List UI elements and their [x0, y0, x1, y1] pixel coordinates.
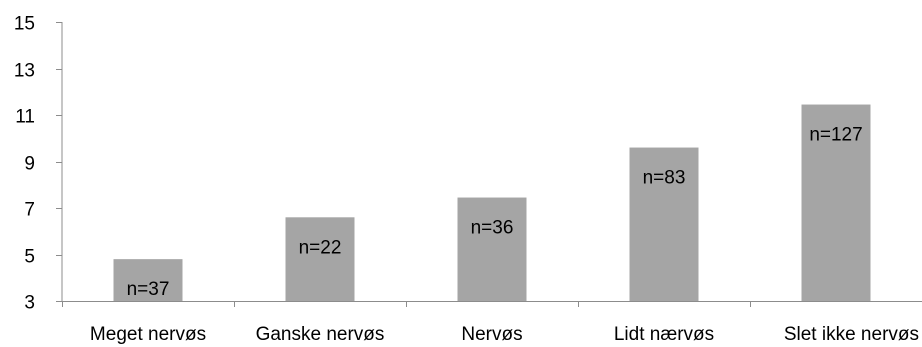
bar — [629, 147, 699, 301]
y-tick-label: 13 — [14, 61, 35, 82]
category-label: Slet ikke nervøs — [784, 324, 919, 345]
category-label: Nervøs — [461, 324, 522, 345]
y-tick-label: 15 — [14, 14, 35, 35]
category-label: Ganske nervøs — [256, 324, 385, 345]
y-tick-label: 5 — [24, 247, 35, 268]
x-axis — [62, 301, 922, 307]
category-labels: Meget nervøs Ganske nervøs Nervøs Lidt nærv… — [90, 324, 919, 345]
bar — [801, 104, 871, 301]
bar-data-label: n=127 — [809, 125, 862, 146]
bar — [113, 259, 183, 301]
data-labels: n=37 n=22 n=36 n=83 n=127 — [127, 125, 863, 301]
category-label: Lidt nærvøs — [614, 324, 714, 345]
bar-data-label: n=83 — [643, 168, 686, 189]
bar — [285, 217, 355, 301]
bar-data-label: n=37 — [127, 279, 170, 300]
bar — [457, 197, 527, 301]
category-label: Meget nervøs — [90, 324, 206, 345]
y-tick-label: 9 — [24, 154, 35, 175]
y-tick-label: 3 — [24, 293, 35, 314]
y-axis: 3 5 7 9 11 13 15 — [14, 14, 63, 314]
bar-data-label: n=22 — [299, 237, 342, 258]
bars — [113, 104, 871, 301]
y-tick-label: 11 — [15, 107, 35, 128]
bar-data-label: n=36 — [471, 218, 514, 239]
y-tick-label: 7 — [24, 200, 35, 221]
